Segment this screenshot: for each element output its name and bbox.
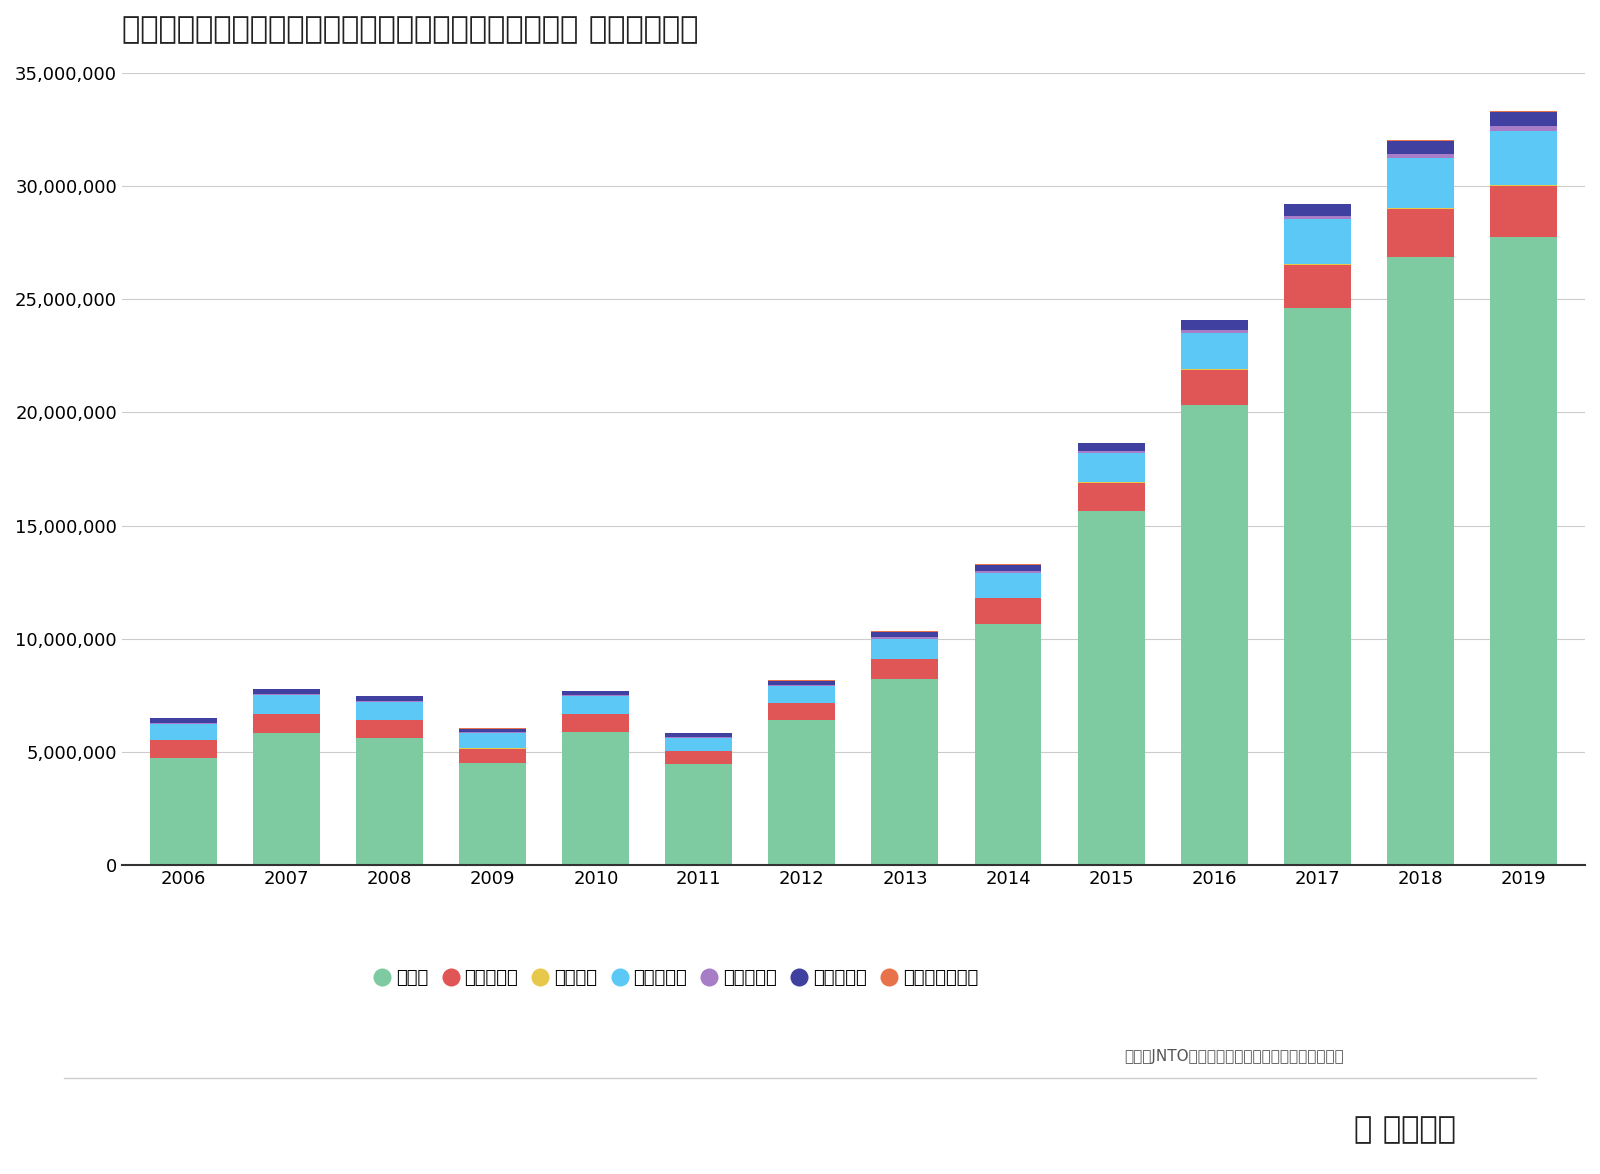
Bar xyxy=(459,763,526,865)
Text: ⦿ 訪日ラボ: ⦿ 訪日ラボ xyxy=(1354,1115,1456,1143)
Bar xyxy=(666,751,733,764)
Bar xyxy=(253,733,320,865)
Bar xyxy=(562,695,629,696)
Bar xyxy=(459,734,526,748)
Bar xyxy=(666,737,733,751)
Bar xyxy=(357,737,424,865)
Bar xyxy=(1077,512,1144,865)
Bar xyxy=(1181,330,1248,332)
Bar xyxy=(150,723,218,740)
Bar xyxy=(1490,130,1557,184)
Bar xyxy=(768,681,835,684)
Bar xyxy=(1490,185,1557,237)
Bar xyxy=(768,703,835,720)
Legend: アジア, ヨーロッパ, アフリカ, 北アメリカ, 南アメリカ, オセアニア, 無国籍・その他: アジア, ヨーロッパ, アフリカ, 北アメリカ, 南アメリカ, オセアニア, 無… xyxy=(371,962,986,994)
Bar xyxy=(1077,451,1144,453)
Bar xyxy=(872,632,939,637)
Bar xyxy=(562,696,629,714)
Bar xyxy=(253,689,320,694)
Bar xyxy=(562,714,629,731)
Bar xyxy=(974,565,1042,571)
Bar xyxy=(562,691,629,695)
Bar xyxy=(459,749,526,763)
Bar xyxy=(150,741,218,757)
Bar xyxy=(872,659,939,679)
Bar xyxy=(1387,141,1454,154)
Bar xyxy=(666,764,733,865)
Bar xyxy=(872,679,939,865)
Bar xyxy=(1387,257,1454,865)
Bar xyxy=(1283,216,1350,220)
Bar xyxy=(1283,308,1350,865)
Bar xyxy=(1387,157,1454,208)
Bar xyxy=(253,694,320,695)
Bar xyxy=(253,714,320,733)
Bar xyxy=(1077,443,1144,451)
Bar xyxy=(974,599,1042,623)
Bar xyxy=(768,720,835,865)
Bar xyxy=(1387,208,1454,209)
Bar xyxy=(768,686,835,703)
Bar xyxy=(1181,321,1248,330)
Bar xyxy=(562,731,629,865)
Bar xyxy=(1283,220,1350,264)
Bar xyxy=(1077,483,1144,512)
Bar xyxy=(357,720,424,737)
Bar xyxy=(459,729,526,733)
Bar xyxy=(1283,265,1350,308)
Bar xyxy=(1490,237,1557,865)
Bar xyxy=(357,702,424,720)
Bar xyxy=(357,701,424,702)
Bar xyxy=(974,573,1042,598)
Bar xyxy=(1490,112,1557,126)
Bar xyxy=(150,757,218,865)
Bar xyxy=(768,684,835,686)
Bar xyxy=(1490,126,1557,130)
Bar xyxy=(1387,154,1454,157)
Bar xyxy=(1283,204,1350,216)
Bar xyxy=(666,734,733,736)
Bar xyxy=(872,639,939,659)
Bar xyxy=(253,695,320,714)
Bar xyxy=(872,637,939,639)
Text: インバウンド需要データ（訪日外国人観光客数）大陸別 年推移グラフ: インバウンド需要データ（訪日外国人観光客数）大陸別 年推移グラフ xyxy=(122,15,698,43)
Bar xyxy=(1387,209,1454,257)
Bar xyxy=(1077,453,1144,483)
Bar xyxy=(1181,405,1248,865)
Bar xyxy=(1490,184,1557,185)
Bar xyxy=(150,718,218,722)
Bar xyxy=(974,623,1042,865)
Bar xyxy=(974,571,1042,573)
Bar xyxy=(1283,264,1350,265)
Text: 出典：JNTO（日本政府観光局）「訪日外客統計」: 出典：JNTO（日本政府観光局）「訪日外客統計」 xyxy=(1125,1050,1344,1064)
Bar xyxy=(357,696,424,701)
Bar xyxy=(1181,370,1248,405)
Bar xyxy=(1181,332,1248,369)
